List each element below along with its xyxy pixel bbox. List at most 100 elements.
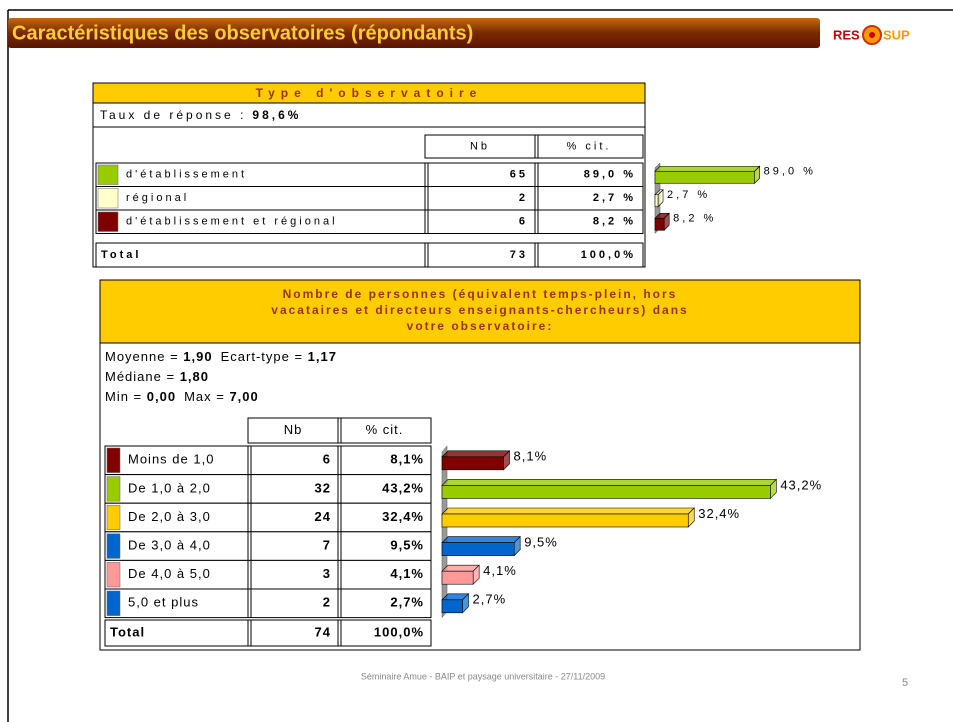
pct-cell: 9,5% [390,538,424,553]
row-cell [104,588,432,619]
logo-dot [869,32,875,38]
bar [441,542,515,556]
stat-label: Médiane = [105,369,180,384]
row-label: d'établissement et régional [126,216,338,228]
bar [654,170,755,184]
nb-cell: 32 [315,480,331,495]
stat-value: 1,17 [308,349,337,364]
nb-cell: 3 [323,566,331,581]
bar-label: 2,7 % [667,189,710,201]
bar-label: 43,2% [780,477,822,492]
nb-cell: 6 [519,216,528,228]
nb-cell: 2 [519,192,528,204]
response-value: 98,6% [252,108,301,122]
pct-cell: 4,1% [390,566,424,581]
bar-label: 8,2 % [673,213,716,225]
row-cell [95,209,644,234]
row-cell [95,242,644,268]
slide-title: Caractéristiques des observatoires (répo… [12,22,473,44]
pct-cell: 2,7 % [593,192,636,204]
stats-line: Min = 0,00 Max = 7,00 [105,389,259,404]
column-header: % cit. [567,140,612,152]
nb-cell: 74 [315,624,331,639]
page-number: 5 [902,677,908,689]
nb-cell: 2 [323,595,331,610]
bar-wall [441,445,448,619]
logo-right: SUP [883,27,910,42]
box-title-line: Nombre de personnes (équivalent temps-pl… [283,287,678,301]
bar [441,570,474,585]
footer: Séminaire Amue - BAIP et paysage univers… [361,671,605,681]
title-bar [8,18,820,48]
row-label: De 3,0 à 4,0 [128,538,211,553]
color-swatch [106,476,121,502]
nb-cell: 6 [323,452,331,467]
pct-cell: 32,4% [382,509,424,524]
row-label: De 2,0 à 3,0 [128,509,211,524]
pct-cell: 100,0% [374,624,424,639]
color-swatch [106,562,121,588]
nb-cell: 65 [510,169,528,181]
color-swatch [97,188,119,209]
nb-cell: 73 [510,249,528,261]
color-swatch [106,504,121,531]
bar-label: 89,0 % [764,166,816,178]
nb-cell: 7 [323,538,331,553]
color-swatch [106,447,121,473]
pct-cell: 100,0% [581,249,636,261]
nb-cell: 24 [315,509,331,524]
stats-line: Médiane = 1,80 [105,369,209,384]
box-header [92,82,646,104]
box-title: Type d'observatoire [256,86,483,100]
row-cell [104,619,432,647]
bar-label: 4,1% [483,563,517,578]
row-label: 5,0 et plus [128,595,199,610]
color-swatch [97,164,119,185]
box-header [99,279,861,344]
bar [654,217,665,231]
bar [654,194,659,208]
header-cell [247,417,432,444]
column-header: Nb [284,422,303,437]
bar [441,513,689,528]
bar-label: 32,4% [698,506,740,521]
row-label: d'établissement [126,169,247,181]
bar-top [441,450,511,458]
stat-label: Min = [105,389,147,404]
stat-value: 0,00 [147,389,176,404]
row-cell [104,531,432,561]
response-label: Taux de réponse : [100,108,246,122]
color-swatch [97,211,119,232]
bar [441,485,771,499]
stat-value: 7,00 [229,389,258,404]
row-label: De 1,0 à 2,0 [128,480,211,495]
bar-top [441,479,778,486]
row-label: De 4,0 à 5,0 [128,566,211,581]
stat-label: Max = [184,389,229,404]
stat-label: Ecart-type = [221,349,308,364]
response-rate: Taux de réponse : 98,6% [100,108,301,122]
row-label: régional [126,192,189,204]
stat-label: Moyenne = [105,349,183,364]
box-title-line: vacataires et directeurs enseignants-che… [271,303,688,317]
box-title-line: votre observatoire: [407,319,554,333]
stat-value: 1,90 [183,349,212,364]
row-cell [104,559,432,590]
color-swatch [106,533,121,559]
bar [441,599,463,614]
bar-label: 8,1% [514,449,548,464]
row-cell [104,474,432,504]
bar-top [441,564,480,572]
stat-value: 1,80 [180,369,209,384]
pct-cell: 43,2% [382,480,424,495]
total-label: Total [101,249,141,261]
bar-label: 2,7% [473,592,507,607]
bar [441,456,504,471]
stats-line: Moyenne = 1,90 Ecart-type = 1,17 [105,349,337,364]
pct-cell: 8,2 % [593,216,636,228]
bar-top [441,507,695,515]
logo-left: RES [833,27,860,42]
header-cell [424,134,644,159]
bar-label: 9,5% [524,535,558,550]
